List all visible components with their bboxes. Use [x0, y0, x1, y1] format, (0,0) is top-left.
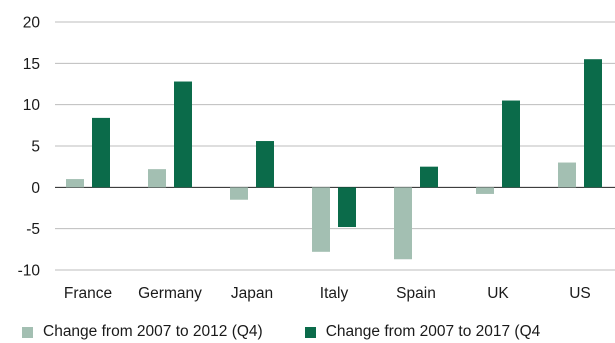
bar-germany-series-2 [174, 81, 192, 188]
x-category-label: France [64, 285, 112, 302]
y-tick-label: -5 [26, 221, 40, 238]
bar-italy-series-2 [338, 187, 356, 228]
x-category-label: Italy [320, 285, 349, 302]
y-tick-label: -10 [18, 263, 41, 280]
bar-japan-series-2 [256, 141, 274, 188]
legend-item-series-2: Change from 2007 to 2017 (Q4 [304, 323, 541, 341]
legend-swatch-series-2 [304, 326, 316, 338]
y-tick-label: 5 [31, 139, 40, 156]
bars [66, 59, 602, 260]
gridlines [55, 21, 615, 271]
bar-uk-series-2 [502, 100, 520, 188]
bar-spain-series-2 [420, 166, 438, 188]
bar-chart: 20 15 10 5 0 -5 -10 France Germany Japan Italy Spa… [18, 15, 615, 302]
bar-germany-series-1 [148, 169, 166, 188]
x-category-label: Germany [138, 285, 202, 302]
bar-us-series-2 [584, 59, 602, 188]
x-category-label: UK [487, 285, 509, 302]
bar-japan-series-1 [230, 187, 248, 200]
legend-item-series-1: Change from 2007 to 2012 (Q4) [22, 323, 263, 341]
y-tick-label: 10 [23, 97, 41, 114]
bar-us-series-1 [558, 162, 576, 188]
y-tick-label: 20 [23, 15, 41, 32]
bar-france-series-2 [92, 117, 110, 188]
legend-swatch-series-1 [22, 326, 33, 338]
bar-france-series-1 [66, 179, 84, 188]
legend-label-series-1: Change from 2007 to 2012 (Q4) [43, 323, 263, 340]
x-category-label: Spain [396, 285, 436, 302]
x-category-label: Japan [231, 285, 273, 302]
bar-uk-series-1 [476, 187, 494, 194]
legend: Change from 2007 to 2012 (Q4) Change fro… [22, 322, 615, 342]
bar-italy-series-1 [312, 187, 330, 252]
y-axis-tick-labels: 20 15 10 5 0 -5 -10 [18, 15, 41, 280]
x-category-label: US [569, 285, 591, 302]
legend-label-series-2: Change from 2007 to 2017 (Q4 [325, 323, 541, 340]
bar-spain-series-1 [394, 187, 412, 260]
y-tick-label: 15 [23, 56, 40, 73]
x-axis-category-labels: France Germany Japan Italy Spain UK US [64, 285, 591, 302]
y-tick-label: 0 [31, 180, 40, 197]
